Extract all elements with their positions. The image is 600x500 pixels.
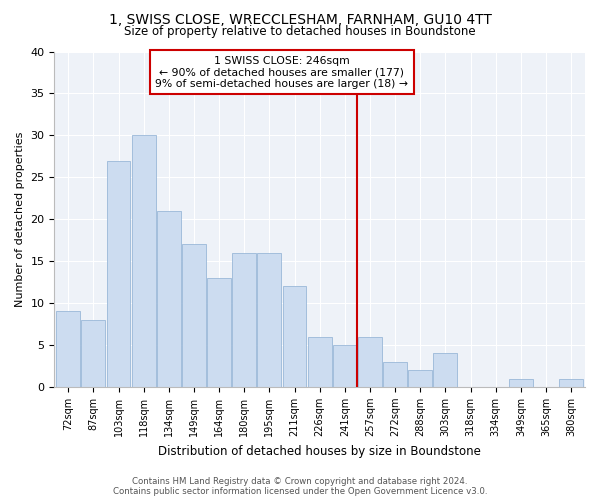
Bar bbox=[409, 370, 432, 387]
Bar bbox=[358, 336, 382, 387]
Bar bbox=[433, 354, 457, 387]
Bar bbox=[56, 312, 80, 387]
Text: Size of property relative to detached houses in Boundstone: Size of property relative to detached ho… bbox=[124, 25, 476, 38]
Bar bbox=[157, 211, 181, 387]
Bar bbox=[207, 278, 231, 387]
Bar bbox=[82, 320, 106, 387]
Text: 1, SWISS CLOSE, WRECCLESHAM, FARNHAM, GU10 4TT: 1, SWISS CLOSE, WRECCLESHAM, FARNHAM, GU… bbox=[109, 12, 491, 26]
Bar bbox=[383, 362, 407, 387]
Bar bbox=[182, 244, 206, 387]
Bar bbox=[107, 160, 130, 387]
X-axis label: Distribution of detached houses by size in Boundstone: Distribution of detached houses by size … bbox=[158, 444, 481, 458]
Bar bbox=[559, 378, 583, 387]
Y-axis label: Number of detached properties: Number of detached properties bbox=[15, 132, 25, 307]
Bar bbox=[333, 345, 357, 387]
Bar bbox=[509, 378, 533, 387]
Bar bbox=[283, 286, 307, 387]
Text: Contains HM Land Registry data © Crown copyright and database right 2024.
Contai: Contains HM Land Registry data © Crown c… bbox=[113, 476, 487, 496]
Bar bbox=[232, 253, 256, 387]
Bar bbox=[308, 336, 332, 387]
Text: 1 SWISS CLOSE: 246sqm
← 90% of detached houses are smaller (177)
9% of semi-deta: 1 SWISS CLOSE: 246sqm ← 90% of detached … bbox=[155, 56, 409, 89]
Bar bbox=[257, 253, 281, 387]
Bar bbox=[132, 136, 155, 387]
